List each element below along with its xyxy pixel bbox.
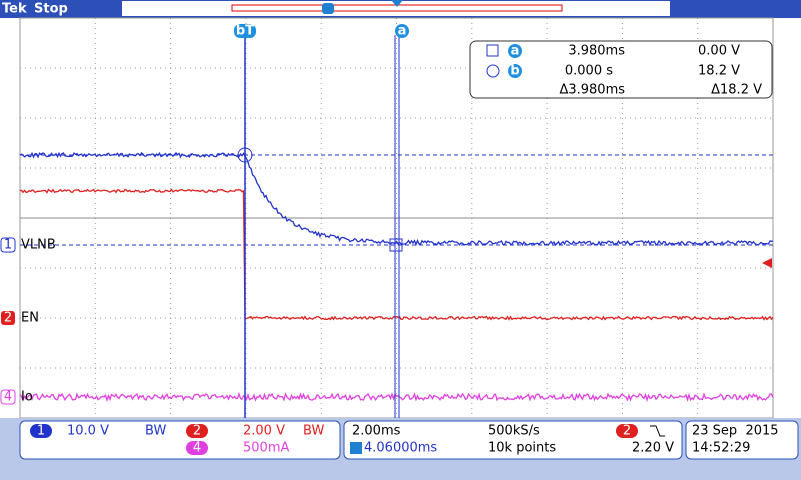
readout-box (469, 40, 773, 99)
trig-ch-badge (616, 424, 638, 438)
ch-number: 4 (4, 390, 12, 405)
trigger-position: 4.06000ms (364, 441, 437, 456)
ch4-scale: 500mA (243, 441, 289, 456)
readout-delta-volts: Δ18.2 V (711, 83, 762, 98)
icon-square (486, 44, 499, 57)
bw: BW (145, 424, 166, 439)
trace-ch2 (19, 188, 774, 321)
readout-delta-time: Δ3.980ms (559, 83, 625, 98)
center-marker (391, 0, 403, 7)
readout-id: a (511, 44, 520, 59)
id-a (508, 44, 522, 58)
cursor-b-tag (234, 24, 256, 38)
ch1-scale: 10.0 V (67, 424, 109, 439)
ch2-badge (186, 424, 208, 438)
cursor-b-label: bT (236, 24, 254, 39)
icon-circle (486, 64, 500, 78)
ch2-scale: 2.00 V (243, 424, 285, 439)
ch-number: 2 (193, 424, 201, 439)
time: 14:52:29 (692, 441, 750, 456)
cursor-a-point (389, 238, 403, 252)
trace-ch1 (19, 151, 774, 247)
cursor-b-point (237, 147, 253, 163)
trigger-level: 2.20 V (632, 441, 674, 456)
slope-icon (650, 425, 665, 437)
ch4-badge (186, 441, 208, 455)
bw: BW (303, 424, 324, 439)
readout-id: b (510, 64, 519, 79)
horizontal-panel (343, 420, 683, 460)
datetime-panel (685, 420, 799, 460)
ch4-marker: 4 Io (0, 389, 33, 405)
id-b (508, 64, 522, 78)
ch2-marker: 2 EN (1, 311, 39, 326)
date: 23 Sep 2015 (692, 424, 779, 439)
ch1-badge (30, 424, 52, 438)
trigger-icon (350, 442, 362, 454)
readout-volts: 18.2 V (698, 64, 740, 79)
sample-rate: 500kS/s (488, 424, 540, 439)
ch-number: 1 (4, 238, 12, 253)
ch-label: EN (21, 311, 39, 326)
status: Stop (34, 2, 68, 17)
cursor-a-tag (395, 24, 409, 38)
vertical-panel (19, 420, 341, 460)
record-length: 10k points (488, 441, 556, 456)
brand: Tek (2, 2, 27, 17)
cursor-a-label: a (398, 24, 407, 39)
ch1-marker: 1 VLNB (0, 237, 56, 253)
readout-time: 0.000 s (565, 64, 613, 79)
trace-ch4 (19, 392, 774, 403)
ch-number: 2 (4, 311, 12, 326)
ch-number: 1 (37, 424, 45, 439)
record-trigger (322, 3, 334, 14)
ch-number: 4 (193, 441, 201, 456)
trigger-channel: 2 (623, 424, 631, 439)
traces (19, 151, 774, 403)
readout-volts: 0.00 V (698, 44, 740, 59)
timebase: 2.00ms (352, 424, 401, 439)
readout-time: 3.980ms (568, 44, 625, 59)
trigger-marker (762, 258, 772, 268)
ch-label: VLNB (21, 238, 56, 253)
ch-label: Io (21, 390, 33, 405)
